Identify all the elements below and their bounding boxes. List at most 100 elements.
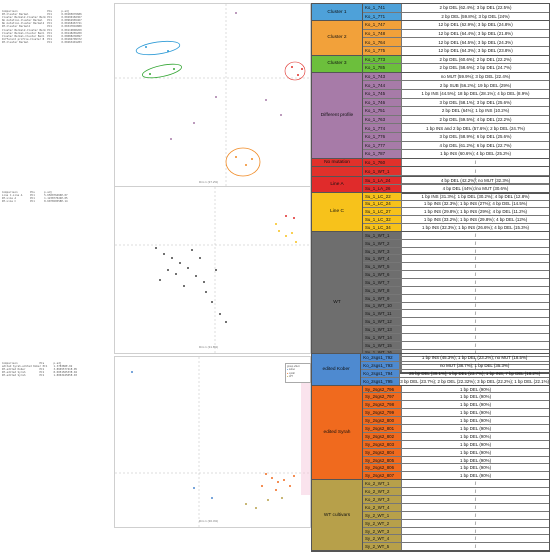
sample-id: Ko_2_WT_4: [363, 503, 402, 511]
table-row: Ko_2_WT_3 /: [363, 496, 549, 504]
sample-id: Su_1_LC_27: [363, 208, 402, 216]
group-label: edited Kober: [312, 354, 362, 385]
table-row: Sy_2sgs2_803 1 bp DEL (90%): [363, 440, 549, 449]
table-row: Sy_2sgs2_800 1 bp DEL (90%): [363, 417, 549, 426]
sample-id: Ko_1_748: [363, 29, 402, 38]
table-row: Sy_2sgs2_807 1 bp DEL (90%): [363, 472, 549, 480]
table-row: Ko_1_746 3 bp DEL (58.1%); 3 bp DEL (25.6…: [363, 98, 549, 108]
mutation-result: 1 bp DEL (90%): [459, 473, 492, 479]
sample-id: Su_1_WT_6: [363, 271, 402, 278]
sample-id: Ko_2sgs1_794: [361, 369, 401, 377]
cluster-ellipse-red: [284, 61, 306, 81]
mutation-result: 1 bp DEL (90%): [459, 465, 492, 471]
mutation-result: 2 bp DEL (59.5%); 4 bp DEL (22.2%): [439, 117, 512, 123]
sample-id: Ko_1_774: [363, 124, 402, 132]
table-row: Ko_1_771 2 bp DEL (59.8%); 3 bp DEL (24%): [363, 12, 549, 21]
table-group: Cluster 1 Ko_1_741 2 bp DEL (62.4%); 3 bp …: [312, 4, 549, 22]
mutation-result: 1 bp INS (32.3%); 1 bp INS (26.6%); 4 bp…: [422, 224, 529, 230]
table-row: Sy_2sgs2_801 1 bp DEL (90%): [363, 425, 549, 433]
mutation-result: /: [474, 232, 477, 238]
mutation-result: /: [474, 295, 477, 301]
table-row: Su_1_LA_24 4 bp DEL (42.2%); no MUT (32.3…: [363, 177, 549, 185]
table-row: Sy_2sgs2_796 1 bp DEL (90%): [363, 385, 549, 394]
table-row: Su_1_LC_34 1 bp INS (32.3%); 1 bp INS (26…: [363, 224, 549, 231]
sample-id: Ko_1_744: [363, 81, 402, 89]
legend-item-kober: kober: [289, 368, 296, 372]
mutation-result: /: [474, 528, 477, 534]
mutation-result: 1 bp DEL (90%): [459, 449, 492, 455]
mutation-result: 12 bp DEL (62.9%); 3 bp DEL (24.8%): [438, 22, 513, 28]
table-row: Sy_2sgs2_802 1 bp DEL (90%): [363, 432, 549, 441]
sample-id: Sy_2sgs2_807: [363, 472, 402, 480]
sample-id: Ko_1_751: [363, 107, 402, 115]
mutation-result: /: [474, 248, 477, 254]
table-row: Ko_1_744 2 bp SUB (56.2%); 19 bp DEL (29%…: [363, 81, 549, 90]
mutation-result: 2 bp DEL (58.6%); 2 bp DEL (24.7%): [439, 65, 512, 71]
table-row: Sy_2_WT_3 /: [363, 527, 549, 536]
mutation-result: /: [474, 334, 477, 340]
group-label: Line A: [312, 177, 363, 192]
sample-id: Su_1_WT_13: [363, 326, 402, 333]
table-row: Ko_1_773 2 bp DEL (60.6%); 2 bp DEL (22.2…: [363, 55, 549, 65]
sample-id: Ko_1_747: [363, 21, 402, 29]
mutation-result: 1 bp INS (44.5%); 18 bp DEL (28.1%); 4 b…: [421, 91, 530, 97]
sample-id: Sy_2sgs2_803: [363, 440, 402, 448]
sample-id: Su_1_WT_15: [363, 341, 402, 349]
mutation-result: /: [474, 366, 477, 372]
stats-panel-3: Comparison PCs p.adj edited Syrah-edited …: [2, 362, 77, 377]
stats-line: WT-Cluster Bermel PC1 0.00263401283: [2, 40, 82, 44]
mutation-result: /: [474, 256, 477, 262]
panel1-xlabel: Dim 1 (37.2%): [199, 180, 219, 184]
legend-box: group effect ● kober ● syrah ● WT: [285, 363, 311, 383]
sample-id: Ko_1_WT_1: [363, 167, 402, 175]
table-row: Ko_1_777 4 bp DEL (61.2%); 6 bp DEL (22.7…: [363, 141, 549, 151]
sample-id: Sy_2sgs2_805: [363, 456, 402, 464]
mutation-result: 2 bp DEL (59.8%); 3 bp DEL (24%): [441, 13, 510, 19]
sample-id: Ko_1_776: [363, 132, 402, 141]
mutation-result: 1 bp DEL (90%): [459, 386, 492, 392]
group-label: edited Syrah: [312, 385, 363, 480]
mutation-result: 4 bp DEL (44%); no MUT (30.6%): [442, 185, 509, 191]
genotype-table-3: edited Kober Ko_2sgs1_792 1 bp INS (45.3%)…: [311, 353, 550, 552]
sample-id: Su_1_LC_34: [363, 224, 402, 231]
group-label: Line C: [312, 192, 363, 231]
table-row: Su_1_WT_12 /: [363, 318, 549, 327]
mutation-result: 1 bp INS (32.3%); 1 bp INS (27%); 4 bp D…: [423, 201, 528, 207]
mutation-result: /: [474, 496, 477, 502]
sample-id: Ko_2_WT_1: [363, 480, 402, 488]
table-row: Ko_1_751 2 bp DEL (64%); 1 bp INS (10.2%): [363, 107, 549, 116]
stats-line: No mutation-Cluster Bermel PC1 0.0096296…: [2, 19, 82, 23]
table-row: Su_1_WT_10 /: [363, 302, 549, 311]
table-row: Su_1_WT_8 /: [363, 286, 549, 295]
table-row: Su_1_WT_7 /: [363, 278, 549, 287]
sample-id: Ko_1_741: [363, 4, 402, 12]
group-label: Cluster 2: [312, 21, 363, 55]
stats-line: Comparison PCs p.adj: [2, 191, 52, 194]
stats-panel-1: Comparison PCs p.adj WT-Cluster Bermel PC…: [2, 10, 82, 44]
sample-id: Su_1_WT_11: [363, 310, 402, 318]
table-row: Ko_1_763 2 bp DEL (59.5%); 4 bp DEL (22.2…: [363, 115, 549, 125]
table-row: Ko_1_776 3 bp DEL (58.9%); 6 bp DEL (25.6…: [363, 132, 549, 142]
mutation-result: 26 bp DEL (39.1%); 1 bp DEL (23.7%); 1 b…: [409, 370, 541, 376]
table-row: Ko_1_743 no MUT (59.9%); 3 bp DEL (22.4%): [363, 72, 549, 82]
sample-id: Ko_1_773: [363, 55, 402, 64]
mutation-result: /: [474, 520, 477, 526]
table-row: Sy_2_WT_2 /: [363, 519, 549, 528]
table-row: Ko_1_785 2 bp DEL (58.6%); 2 bp DEL (24.7…: [363, 64, 549, 72]
sample-id: Su_1_WT_8: [363, 286, 402, 294]
table-row: Sy_2sgs2_804 1 bp DEL (90%): [363, 448, 549, 457]
sample-id: Su_1_WT_7: [363, 278, 402, 286]
mutation-result: /: [474, 185, 477, 191]
table-row: Sy_2_WT_5 /: [363, 543, 549, 551]
mutation-result: /: [474, 168, 477, 174]
cluster-ellipse-green: [142, 63, 182, 79]
sample-id: Ko_1_743: [363, 72, 402, 81]
table-row: Ko_1_747 12 bp DEL (62.9%); 3 bp DEL (24.…: [363, 21, 549, 30]
mutation-result: 1 bp DEL (90%): [459, 433, 492, 439]
stats-line: WT-Cluster Bermel PC1 0.00185076686: [2, 13, 82, 17]
table-row: Ko_1_760 /: [363, 158, 549, 167]
sample-id: Su_1_WT_3: [363, 247, 402, 255]
mutation-result: 1 bp INS (29.8%); 1 bp INS (29%); 4 bp D…: [424, 209, 527, 215]
sample-id: Su_1_LC_22: [363, 192, 402, 200]
sample-id: Sy_2sgs2_797: [363, 393, 402, 401]
